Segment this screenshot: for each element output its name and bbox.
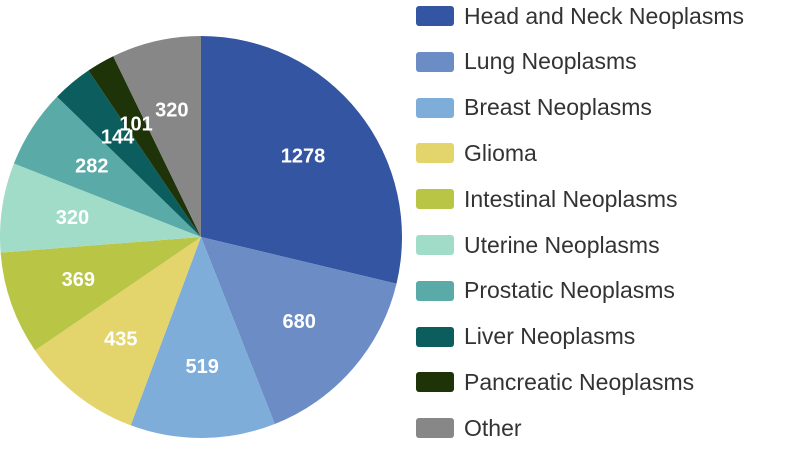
legend-item-9: Pancreatic Neoplasms [416, 367, 694, 397]
legend-item-5: Intestinal Neoplasms [416, 184, 678, 214]
pie-slice-8 [57, 70, 201, 237]
legend-label: Other [464, 414, 522, 441]
pie-slice-5 [0, 237, 201, 351]
legend-swatch [416, 280, 454, 301]
data-label-1: 1278 [281, 145, 326, 167]
legend-swatch [416, 418, 454, 439]
pie-slice-6 [0, 163, 201, 253]
data-label-5: 369 [62, 269, 95, 291]
data-label-10: 320 [155, 99, 188, 121]
legend-label: Prostatic Neoplasms [464, 277, 675, 304]
legend-swatch [416, 51, 454, 72]
pie-slice-3 [130, 237, 275, 439]
data-label-3: 519 [186, 356, 219, 378]
data-label-8: 144 [101, 126, 135, 148]
data-label-6: 320 [56, 207, 89, 229]
legend-item-3: Breast Neoplasms [416, 93, 652, 123]
legend-swatch [416, 97, 454, 118]
data-label-2: 680 [282, 311, 315, 333]
legend-item-7: Prostatic Neoplasms [416, 276, 675, 306]
legend-item-10: Other [416, 413, 522, 443]
legend-swatch [416, 326, 454, 347]
legend-label: Uterine Neoplasms [464, 231, 660, 258]
legend-item-8: Liver Neoplasms [416, 322, 635, 352]
legend-item-1: Head and Neck Neoplasms [416, 1, 744, 31]
data-label-7: 282 [75, 155, 108, 177]
data-label-9: 101 [119, 113, 152, 135]
pie-slice-7 [13, 96, 202, 237]
legend-swatch [416, 372, 454, 393]
legend-label: Glioma [464, 139, 537, 166]
legend-swatch [416, 189, 454, 210]
pie-slice-2 [201, 237, 397, 424]
legend-swatch [416, 235, 454, 255]
pie-slice-10 [113, 36, 201, 237]
legend-label: Intestinal Neoplasms [464, 185, 678, 212]
legend-item-2: Lung Neoplasms [416, 47, 637, 77]
legend-swatch [416, 6, 454, 26]
legend-label: Breast Neoplasms [464, 94, 652, 121]
legend-item-6: Uterine Neoplasms [416, 230, 660, 260]
legend-label: Liver Neoplasms [464, 323, 636, 350]
pie-slice-9 [88, 56, 201, 237]
pie-slices [0, 36, 403, 439]
legend-swatch [416, 143, 454, 164]
pie-slice-1 [201, 36, 403, 284]
data-label-4: 435 [104, 328, 137, 350]
legend-label: Lung Neoplasms [464, 48, 637, 75]
legend-label: Head and Neck Neoplasms [464, 2, 744, 29]
legend-item-4: Glioma [416, 138, 537, 168]
pie-slice-4 [34, 237, 201, 426]
legend-label: Pancreatic Neoplasms [464, 368, 695, 395]
